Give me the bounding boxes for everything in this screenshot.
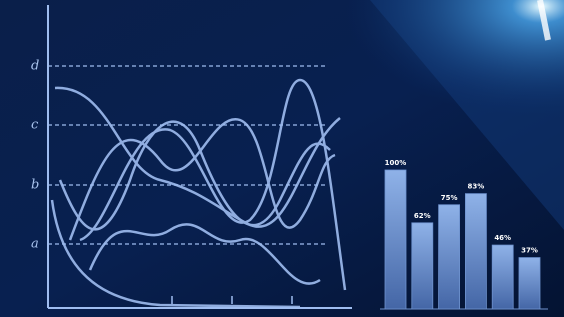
y-label: a: [31, 237, 39, 252]
y-label: d: [31, 59, 39, 74]
value-label: 37%: [521, 247, 538, 255]
bar: [439, 205, 460, 309]
page: {"left_chart": {"y_labels": ["d", "c", "…: [0, 0, 564, 317]
illustration: d c b a 100% 62% 75% 83% 46% 37%: [0, 0, 564, 317]
bar: [412, 223, 433, 309]
value-label: 75%: [441, 194, 458, 202]
bar: [492, 245, 513, 309]
value-label: 62%: [414, 212, 431, 220]
y-label: c: [31, 118, 39, 133]
value-label: 83%: [468, 183, 485, 191]
bar: [465, 194, 486, 309]
bar: [385, 170, 406, 309]
value-label: 46%: [494, 234, 511, 242]
y-label: b: [31, 178, 39, 193]
value-label: 100%: [385, 159, 407, 167]
bar: [519, 258, 540, 309]
